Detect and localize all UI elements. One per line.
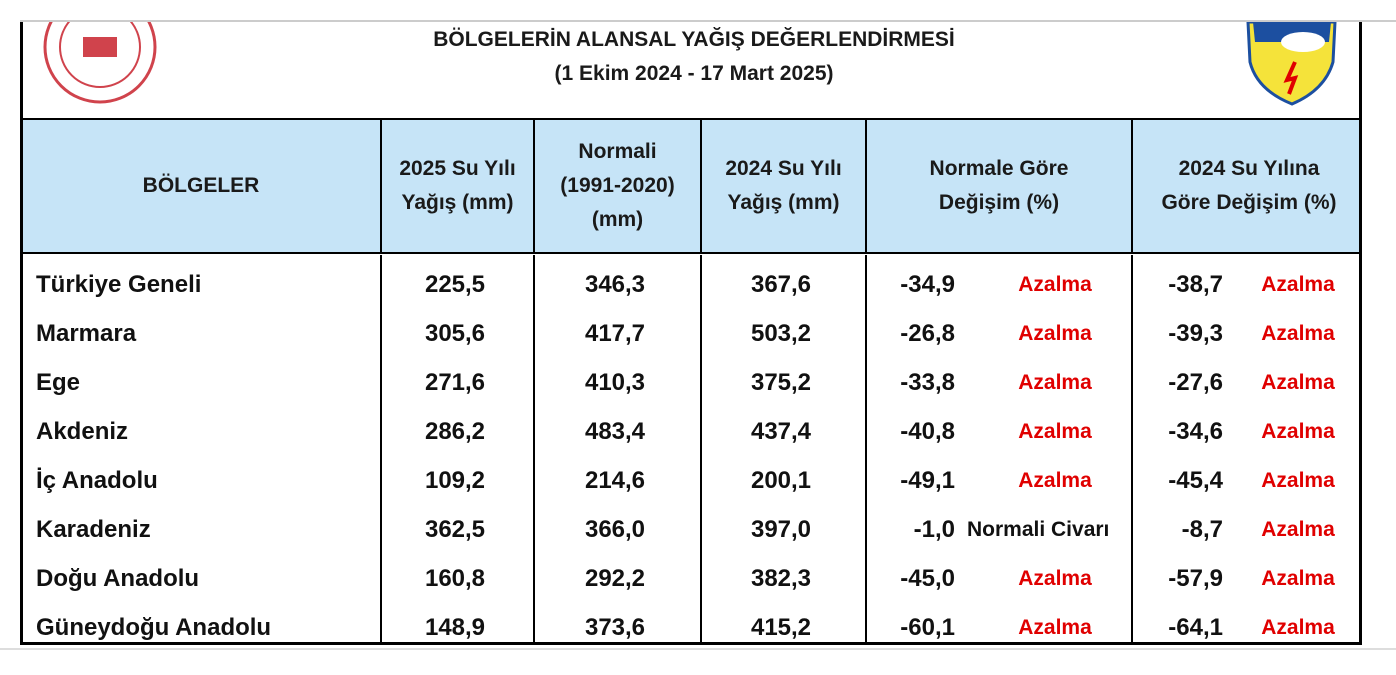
change-label: Normali Civarı: [967, 518, 1110, 541]
value-cell: 160,8: [424, 565, 486, 592]
region-name: Doğu Anadolu: [36, 565, 200, 592]
value-cell: 225,5: [424, 271, 486, 298]
header-text: Normali: [578, 140, 657, 163]
header-cell: 2024 Su Yılı Yağış (mm): [700, 118, 867, 254]
region-name: Marmara: [36, 320, 137, 347]
value-cell: 483,4: [584, 418, 646, 445]
value-cell: 362,5: [424, 516, 486, 543]
value-cell: 415,2: [750, 614, 812, 641]
region-name: Güneydoğu Anadolu: [36, 614, 272, 641]
change-value: -49,1: [900, 467, 955, 494]
change-value: -34,9: [900, 271, 955, 298]
region-name: Türkiye Geneli: [36, 271, 202, 298]
value-cell: 148,9: [424, 614, 486, 641]
header-text: BÖLGELER: [142, 174, 260, 197]
change-value: -45,4: [1168, 467, 1223, 494]
change-label: Azalma: [1018, 420, 1092, 443]
column-divider: [380, 255, 382, 642]
title: BÖLGELERİN ALANSAL YAĞIŞ DEĞERLENDİRMESİ: [433, 28, 955, 51]
change-value: -26,8: [900, 320, 955, 347]
header-cell: Normale Göre Değişim (%): [865, 118, 1133, 254]
change-label: Azalma: [1018, 616, 1092, 639]
value-cell: 305,6: [424, 320, 486, 347]
column-divider: [1131, 255, 1133, 642]
value-cell: 286,2: [424, 418, 486, 445]
value-cell: 503,2: [750, 320, 812, 347]
header-text: Yağış (mm): [401, 191, 514, 214]
change-label: Azalma: [1261, 616, 1335, 639]
region-name: İç Anadolu: [36, 467, 158, 494]
change-label: Azalma: [1018, 469, 1092, 492]
change-value: -39,3: [1168, 320, 1223, 347]
value-cell: 271,6: [424, 369, 486, 396]
change-label: Azalma: [1018, 371, 1092, 394]
change-value: -8,7: [1181, 516, 1223, 543]
value-cell: 410,3: [584, 369, 646, 396]
change-label: Azalma: [1261, 420, 1335, 443]
change-value: -64,1: [1168, 614, 1223, 641]
header-cell: Normali (1991-2020) (mm): [533, 118, 702, 254]
header-cell: BÖLGELER: [23, 118, 382, 254]
column-divider: [865, 255, 867, 642]
change-label: Azalma: [1261, 518, 1335, 541]
change-value: -33,8: [900, 369, 955, 396]
value-cell: 417,7: [584, 320, 646, 347]
value-cell: 109,2: [424, 467, 486, 494]
header-text: Göre Değişim (%): [1161, 191, 1337, 214]
header-text: Değişim (%): [938, 191, 1060, 214]
region-name: Akdeniz: [36, 418, 129, 445]
change-label: Azalma: [1261, 322, 1335, 345]
region-name: Ege: [36, 369, 81, 396]
value-cell: 373,6: [584, 614, 646, 641]
header-cell: 2025 Su Yılı Yağış (mm): [380, 118, 535, 254]
header-text: 2024 Su Yılı: [725, 157, 842, 180]
value-cell: 200,1: [750, 467, 812, 494]
document-frame: BÖLGELERİN ALANSAL YAĞIŞ DEĞERLENDİRMESİ…: [20, 22, 1362, 645]
change-value: -27,6: [1168, 369, 1223, 396]
value-cell: 367,6: [750, 271, 812, 298]
table: BÖLGELER 2025 Su Yılı Yağış (mm) Normali (19…: [23, 22, 1359, 642]
region-name: Karadeniz: [36, 516, 151, 543]
change-label: Azalma: [1261, 371, 1335, 394]
change-value: -60,1: [900, 614, 955, 641]
header-text: 2025 Su Yılı: [399, 157, 516, 180]
value-cell: 346,3: [584, 271, 646, 298]
value-cell: 214,6: [584, 467, 646, 494]
value-cell: 292,2: [584, 565, 646, 592]
mgm-logo: [1246, 22, 1337, 106]
column-divider: [700, 255, 702, 642]
ministry-logo: [43, 22, 157, 104]
header-text: (mm): [591, 208, 644, 231]
value-cell: 397,0: [750, 516, 812, 543]
header-text: Normale Göre: [929, 157, 1069, 180]
top-rule: [20, 20, 1396, 22]
change-value: -57,9: [1168, 565, 1223, 592]
subtitle: (1 Ekim 2024 - 17 Mart 2025): [554, 62, 834, 85]
header-text: Yağış (mm): [727, 191, 840, 214]
change-label: Azalma: [1261, 469, 1335, 492]
value-cell: 375,2: [750, 369, 812, 396]
value-cell: 437,4: [750, 418, 812, 445]
change-label: Azalma: [1261, 567, 1335, 590]
value-cell: 382,3: [750, 565, 812, 592]
column-divider: [533, 255, 535, 642]
change-label: Azalma: [1261, 273, 1335, 296]
change-label: Azalma: [1018, 322, 1092, 345]
change-label: Azalma: [1018, 567, 1092, 590]
header-cell: 2024 Su Yılına Göre Değişim (%): [1131, 118, 1359, 254]
change-value: -38,7: [1168, 271, 1223, 298]
change-value: -40,8: [900, 418, 955, 445]
change-value: -34,6: [1168, 418, 1223, 445]
change-label: Azalma: [1018, 273, 1092, 296]
header-text: 2024 Su Yılına: [1178, 157, 1320, 180]
change-value: -1,0: [913, 516, 955, 543]
header-text: (1991-2020): [560, 174, 675, 197]
bottom-rule: [0, 648, 1396, 650]
value-cell: 366,0: [584, 516, 646, 543]
change-value: -45,0: [900, 565, 955, 592]
